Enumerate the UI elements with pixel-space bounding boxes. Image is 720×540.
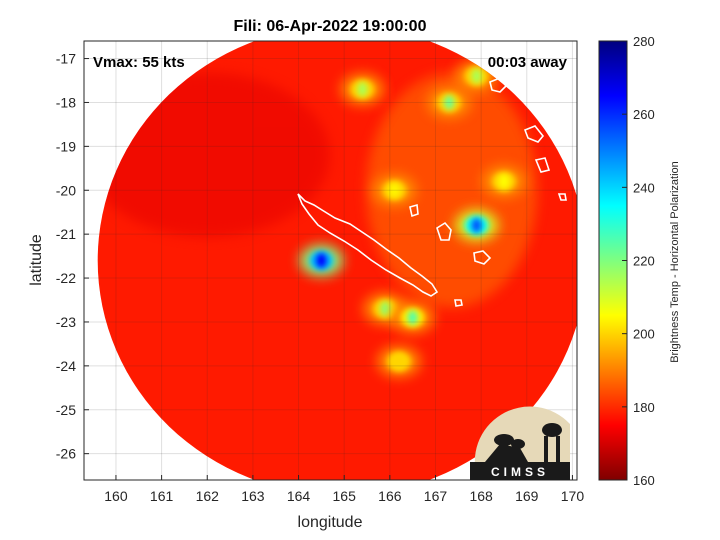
x-tick-label: 165 (333, 488, 357, 504)
x-tick-label: 168 (469, 488, 493, 504)
swath-texture (366, 72, 538, 308)
convective-feature (299, 244, 344, 277)
x-tick-label: 162 (196, 488, 220, 504)
coastline-new-caledonia (297, 193, 439, 297)
y-tick-label: -17 (56, 51, 76, 67)
y-tick-label: -18 (56, 94, 76, 110)
vmax-annotation: Vmax: 55 kts (93, 54, 185, 71)
colorbar-tick-label: 200 (633, 327, 655, 342)
x-axis-label: longitude (298, 514, 363, 531)
y-tick-label: -23 (56, 314, 76, 330)
colorbar-tick-label: 240 (633, 180, 655, 195)
cimss-logo: CIMSS (470, 406, 570, 480)
convective-feature (454, 209, 499, 242)
x-tick-label: 167 (424, 488, 448, 504)
time-offset-annotation: 00:03 away (488, 54, 568, 71)
y-axis-label: latitude (28, 234, 45, 286)
x-tick-label: 164 (287, 488, 311, 504)
convective-feature (427, 86, 472, 119)
coastline-vanuatu (409, 41, 567, 218)
y-tick-label: -21 (56, 226, 76, 242)
colorbar-tick-label: 180 (633, 400, 655, 415)
x-tick-label: 161 (150, 488, 174, 504)
x-tick-label: 163 (241, 488, 265, 504)
coastline-loyalty-islands (436, 221, 492, 307)
colorbar-tick-label: 160 (633, 473, 655, 488)
colorbar-label: Brightness Temp - Horizontal Polarizatio… (669, 161, 681, 363)
colorbar-tick-label: 220 (633, 254, 655, 269)
y-tick-label: -25 (56, 402, 76, 418)
x-tick-label: 166 (378, 488, 402, 504)
y-tick-label: -20 (56, 182, 76, 198)
convective-feature (372, 174, 417, 207)
x-tick-label: 169 (515, 488, 539, 504)
convective-feature (340, 73, 385, 106)
colorbar-tick-label: 260 (633, 107, 655, 122)
grid (84, 41, 577, 480)
logo-text: CIMSS (491, 465, 549, 479)
y-tick-label: -19 (56, 138, 76, 154)
chart-title: Fili: 06-Apr-2022 19:00:00 (234, 18, 427, 35)
coastlines (297, 41, 567, 307)
axis-ticks: 160 161 162 163 164 165 166 167 168 169 170 -17 -18 -… (56, 51, 585, 504)
colorbar-tick-label: 280 (633, 34, 655, 49)
convective-feature (376, 345, 421, 378)
y-tick-label: -22 (56, 270, 76, 286)
x-tick-label: 160 (104, 488, 128, 504)
y-tick-label: -24 (56, 358, 76, 374)
colorbar-ticks: 160 180 200 220 240 260 280 (622, 34, 655, 488)
convective-feature (481, 165, 526, 198)
axes-box (83, 40, 578, 481)
y-tick-label: -26 (56, 446, 76, 462)
convective-feature (390, 301, 435, 334)
x-tick-label: 170 (561, 488, 585, 504)
